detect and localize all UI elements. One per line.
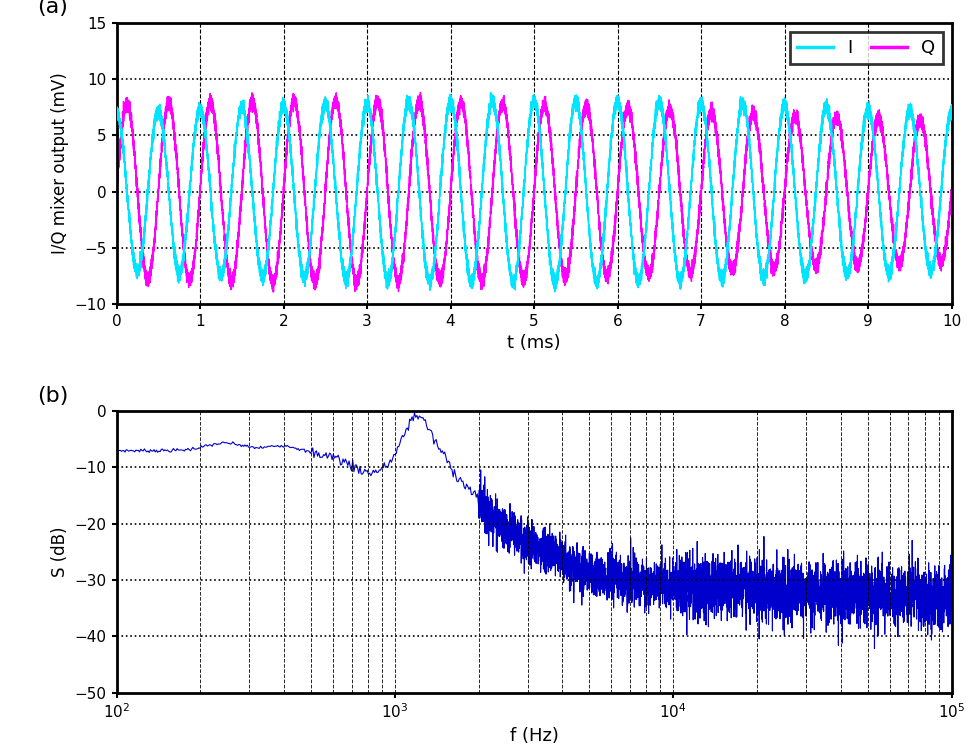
Y-axis label: I/Q mixer output (mV): I/Q mixer output (mV) (51, 72, 69, 255)
Text: (b): (b) (37, 386, 69, 406)
X-axis label: t (ms): t (ms) (507, 334, 561, 352)
Legend: I, Q: I, Q (789, 32, 943, 64)
X-axis label: f (Hz): f (Hz) (510, 727, 558, 745)
Y-axis label: S (dB): S (dB) (51, 526, 69, 578)
Text: (a): (a) (37, 0, 68, 17)
